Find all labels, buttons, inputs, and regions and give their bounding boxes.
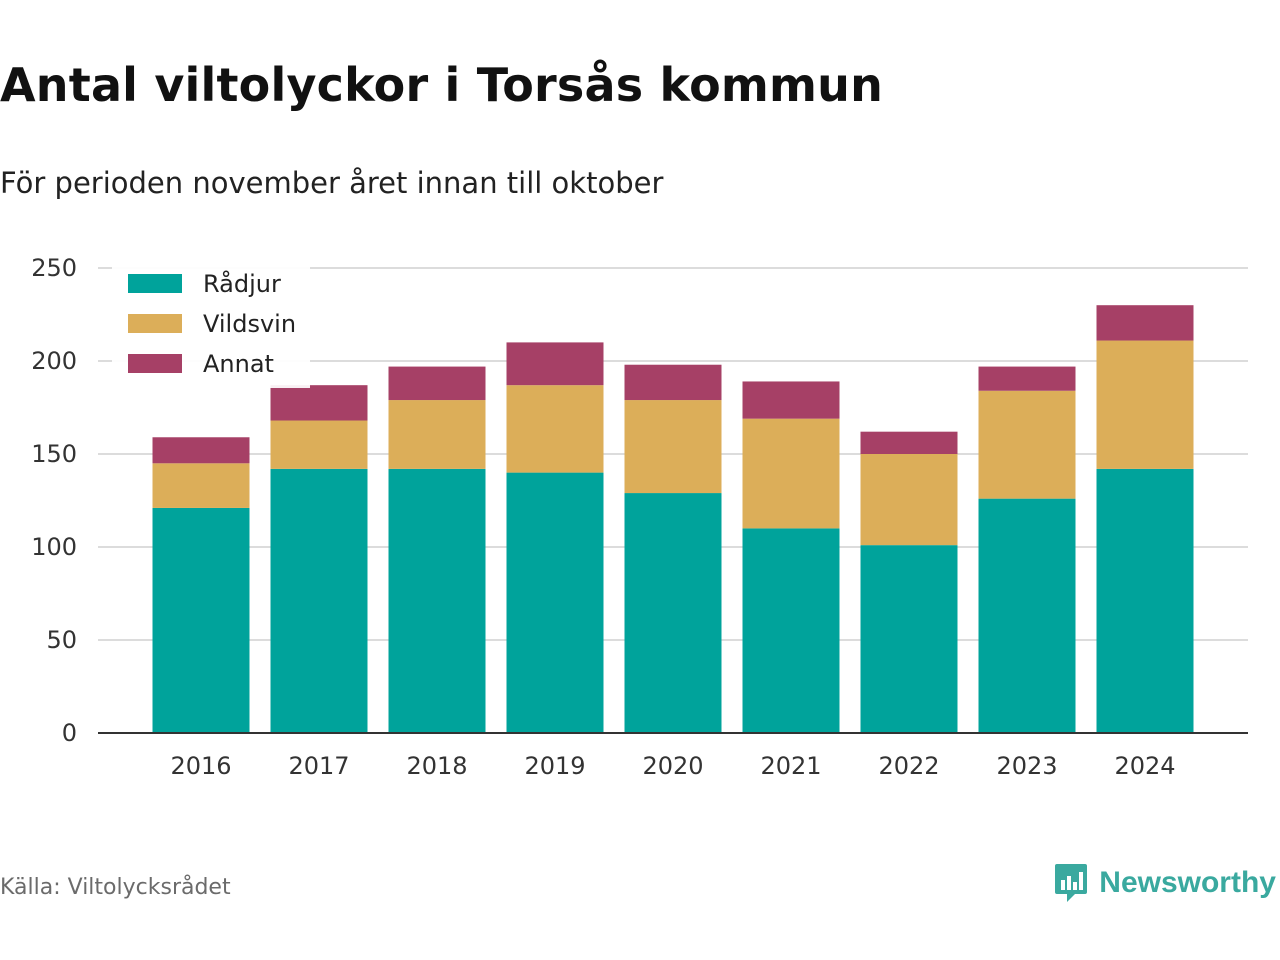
- bar-vildsvin-2017: [270, 420, 368, 469]
- bars: [152, 305, 1194, 733]
- chart-subtitle: För perioden november året innan till ok…: [0, 166, 664, 200]
- bar-vildsvin-2019: [506, 385, 604, 473]
- legend-swatch-rådjur: [128, 274, 182, 293]
- legend-swatch-vildsvin: [128, 314, 182, 333]
- bar-rådjur-2021: [742, 528, 840, 733]
- bar-vildsvin-2018: [388, 400, 486, 469]
- bar-vildsvin-2016: [152, 463, 250, 508]
- bar-rådjur-2016: [152, 507, 250, 733]
- bar-rådjur-2017: [270, 468, 368, 733]
- bar-rådjur-2019: [506, 472, 604, 733]
- chart-title: Antal viltolyckor i Torsås kommun: [0, 58, 884, 112]
- x-tick-label: 2023: [996, 752, 1057, 780]
- y-tick-label: 50: [46, 626, 77, 654]
- bar-annat-2022: [860, 431, 958, 454]
- x-tick-label: 2019: [524, 752, 585, 780]
- x-axis: 2016 2017 2018 2019 2020 2021 2022 2023 2024: [98, 732, 1248, 780]
- bar-annat-2017: [270, 385, 368, 421]
- bar-annat-2018: [388, 366, 486, 401]
- stacked-bar-chart: 0 50 100 150 200 250 2016 2017 2018 2019 2020 2021…: [31, 254, 1248, 780]
- bar-annat-2024: [1096, 305, 1194, 341]
- bar-annat-2023: [978, 366, 1076, 391]
- x-tick-label: 2020: [642, 752, 703, 780]
- brand-name: Newsworthy: [1099, 866, 1276, 899]
- source-note: Källa: Viltolycksrådet: [0, 875, 231, 900]
- bar-vildsvin-2020: [624, 400, 722, 494]
- legend-label-annat: Annat: [203, 350, 274, 378]
- y-axis: 0 50 100 150 200 250: [31, 254, 77, 747]
- x-tick-label: 2024: [1114, 752, 1175, 780]
- bar-rådjur-2018: [388, 468, 486, 733]
- bar-rådjur-2023: [978, 498, 1076, 733]
- bar-vildsvin-2022: [860, 454, 958, 546]
- x-tick-label: 2021: [760, 752, 821, 780]
- bar-annat-2019: [506, 342, 604, 386]
- bar-annat-2020: [624, 364, 722, 401]
- bar-annat-2021: [742, 381, 840, 419]
- legend-label-vildsvin: Vildsvin: [203, 310, 296, 338]
- y-tick-label: 0: [62, 719, 77, 747]
- y-tick-label: 250: [31, 254, 77, 282]
- x-tick-label: 2017: [288, 752, 349, 780]
- bar-annat-2016: [152, 437, 250, 464]
- brand-logo: Newsworthy: [1053, 862, 1276, 904]
- x-tick-label: 2016: [170, 752, 231, 780]
- y-tick-label: 150: [31, 440, 77, 468]
- bar-rådjur-2020: [624, 493, 722, 733]
- bar-vildsvin-2024: [1096, 340, 1194, 469]
- bar-vildsvin-2023: [978, 390, 1076, 499]
- legend: Rådjur Vildsvin Annat: [112, 264, 310, 388]
- bar-rådjur-2022: [860, 545, 958, 733]
- legend-swatch-annat: [128, 354, 182, 373]
- chart-bubble-icon: [1055, 864, 1088, 902]
- bar-vildsvin-2021: [742, 418, 840, 529]
- bar-rådjur-2024: [1096, 468, 1194, 733]
- legend-label-rådjur: Rådjur: [203, 269, 281, 298]
- x-tick-label: 2018: [406, 752, 467, 780]
- y-tick-label: 100: [31, 533, 77, 561]
- y-tick-label: 200: [31, 347, 77, 375]
- x-tick-label: 2022: [878, 752, 939, 780]
